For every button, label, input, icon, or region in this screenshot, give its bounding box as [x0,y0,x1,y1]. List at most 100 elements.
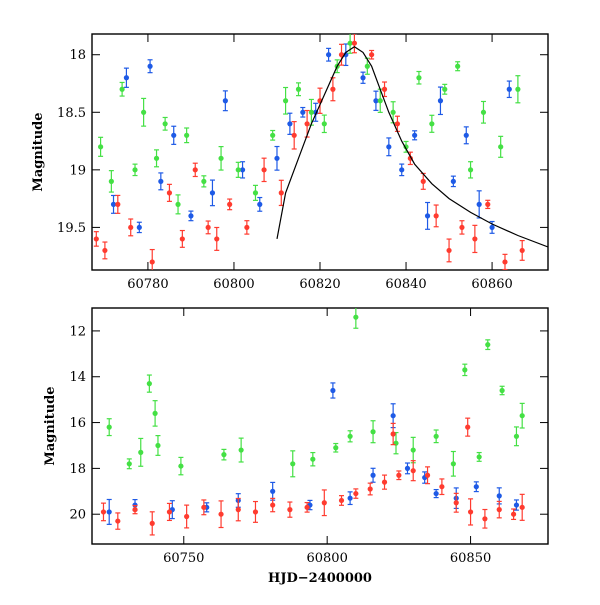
bottom-point-green [519,402,525,429]
top-point-green [184,127,190,144]
top-point-red [261,157,267,183]
bottom-plot-frame [91,307,549,545]
top-point-red [227,198,233,211]
bottom-point-blue [330,382,336,399]
top-point-green [162,116,168,131]
top-point-red [149,248,155,270]
top-point-red [459,220,465,235]
top-point-green [218,146,224,171]
top-point-blue [424,201,431,230]
top-x-tick-label: 60840 [385,277,426,292]
bottom-point-green [126,458,132,470]
top-point-red [446,238,452,263]
top-point-green [132,163,138,177]
top-point-red [304,109,310,138]
top-x-tick-label: 60820 [299,277,340,292]
bottom-point-green [476,451,482,462]
top-point-red [420,172,426,190]
bottom-point-green [499,385,505,396]
top-point-red [179,229,185,248]
bottom-point-green [238,437,244,463]
bottom-y-tick-label: 20 [69,508,86,523]
bottom-point-red [287,501,293,518]
bottom-point-green [485,339,491,351]
bottom-x-tick-label: 60800 [306,551,347,566]
bottom-x-tick-label: 60750 [163,551,204,566]
top-point-red [192,162,198,178]
top-point-green [201,175,207,188]
top-point-green [308,98,314,126]
bottom-point-green [106,418,112,437]
top-point-red [93,231,99,247]
bottom-point-red [396,470,402,481]
bottom-point-red [482,508,488,529]
top-data-points [93,34,525,270]
top-point-blue [506,80,512,99]
bottom-x-axis-title: HJD−2400000 [268,571,372,586]
bottom-point-blue [513,499,520,511]
bottom-point-red [132,504,138,515]
top-plot-frame [91,33,549,271]
top-point-green [403,140,409,153]
top-point-green [467,161,474,179]
bottom-x-tick-labels: 60750 60800 60850 [163,551,491,566]
top-y-tick-label: 18 [69,48,86,63]
bottom-point-red [235,497,241,522]
top-point-green [321,114,327,134]
top-axis-ticks [92,34,548,270]
bottom-point-red [381,474,388,490]
bottom-point-green [433,429,439,444]
top-y-tick-label: 19.5 [57,221,86,236]
top-point-green [282,86,289,115]
bottom-y-tick-label: 12 [69,324,86,339]
bottom-point-green [333,442,339,453]
top-point-blue [399,163,405,177]
top-point-blue [222,90,228,112]
top-point-green [442,83,448,95]
bottom-point-red [115,512,121,530]
bottom-y-tick-label: 18 [69,462,86,477]
top-point-green [270,129,276,141]
bottom-point-red [510,508,517,521]
bottom-point-red [304,501,310,513]
bottom-point-green [462,363,468,377]
top-point-green [141,97,147,127]
top-point-green [364,57,370,75]
bottom-point-red [467,498,474,526]
top-point-red [102,241,108,260]
top-point-red [244,220,250,235]
top-model-curve [276,45,548,248]
top-y-axis-title: Magnitude [31,112,46,191]
bottom-point-red [465,417,471,437]
top-point-blue [136,221,142,234]
bottom-point-red [166,502,173,522]
bottom-point-blue [106,498,112,525]
top-point-green [252,184,259,201]
top-point-blue [360,71,366,84]
bottom-point-blue [404,462,411,475]
bottom-point-green [513,426,520,447]
top-point-green [98,136,104,157]
bottom-point-green [347,430,353,443]
bottom-point-red [149,511,155,536]
bottom-point-red [410,460,416,482]
top-point-blue [463,126,469,145]
bottom-point-red [321,489,327,517]
top-point-green [429,114,435,133]
bottom-x-tick-label: 60850 [450,551,491,566]
top-point-blue [300,106,306,118]
top-point-red [291,121,297,150]
bottom-point-green [146,374,152,393]
bottom-point-green [155,435,161,456]
top-point-blue [373,90,379,111]
bottom-point-blue [496,487,502,505]
bottom-point-green [370,420,376,444]
bottom-point-red [496,500,502,519]
top-point-blue [287,112,293,135]
bottom-data-points [100,308,525,536]
top-point-blue [386,137,392,157]
top-point-blue [158,172,164,191]
top-point-red [214,226,220,251]
top-point-red [502,253,508,270]
